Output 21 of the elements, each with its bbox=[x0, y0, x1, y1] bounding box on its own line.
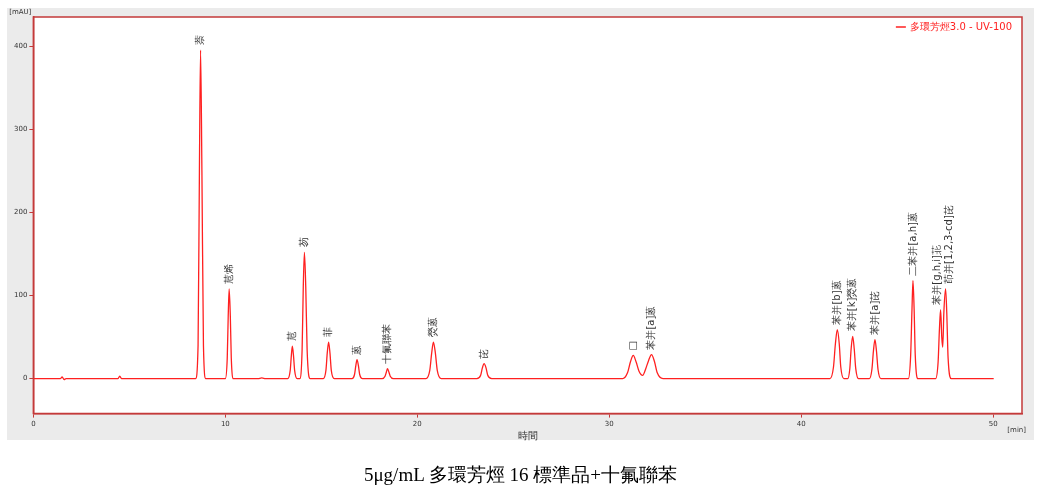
annotation: 苯并[b]蒽 bbox=[830, 280, 842, 325]
annotation: 十氟聯苯 bbox=[381, 323, 393, 364]
annotation: 熒蒽 bbox=[427, 317, 439, 338]
x-axis-title: 時間 bbox=[517, 429, 538, 441]
annotation: 菲 bbox=[322, 327, 334, 338]
annotation: □ bbox=[626, 340, 638, 351]
annotation: 苊烯 bbox=[222, 263, 234, 284]
annotation: 芘 bbox=[477, 348, 489, 359]
annotation: 苯并[k]熒蒽 bbox=[846, 277, 858, 332]
legend-label: 多環芳烴3.0 - UV-100 bbox=[909, 20, 1012, 32]
text: 5μg/mL 多環芳烴 16 標準品+十氟聯苯 bbox=[362, 464, 679, 486]
annotation: 苯并[g,h,i]苝 bbox=[930, 245, 942, 305]
line-series bbox=[33, 49, 994, 381]
annotation: 芴 bbox=[298, 237, 310, 248]
annotation: 苯并[a]蒽 bbox=[645, 305, 657, 350]
annotation: 萘 bbox=[194, 35, 206, 46]
annotation: 茚并[1,2,3-cd]芘 bbox=[942, 205, 954, 284]
annotation: 苊 bbox=[285, 331, 297, 342]
annotation: 蒽 bbox=[350, 344, 362, 355]
annotation: 二苯并[a,h]蒽 bbox=[906, 212, 918, 276]
annotation: 苯并[a]芘 bbox=[868, 290, 880, 335]
